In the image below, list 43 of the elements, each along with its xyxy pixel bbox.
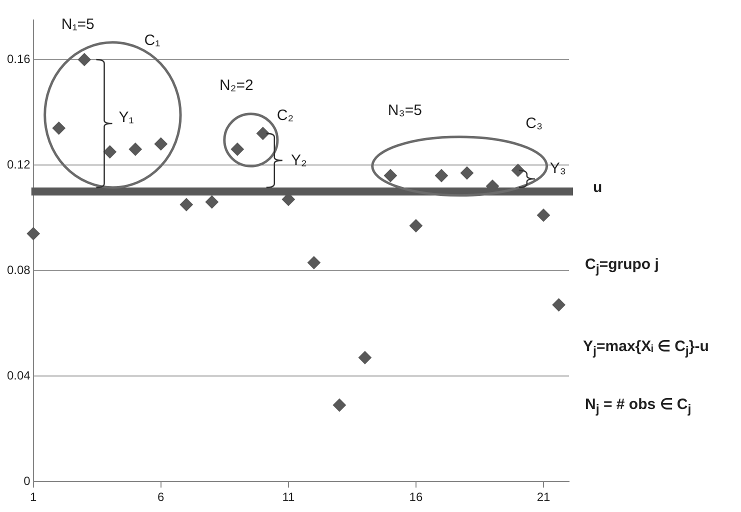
annotation: N₃=5 xyxy=(388,102,422,119)
y-tick-label: 0.08 xyxy=(6,262,31,277)
annotation: C₁ xyxy=(144,32,160,50)
x-tick-label: 1 xyxy=(30,490,38,504)
point xyxy=(78,53,91,66)
annotation: Y₁ xyxy=(118,108,134,126)
point xyxy=(205,196,218,209)
annotation: Y₃ xyxy=(550,160,566,178)
text: C$_{j}$=grupo j xyxy=(585,256,659,276)
point xyxy=(26,227,40,240)
y-tick-label: 0 xyxy=(24,474,31,488)
point xyxy=(230,142,244,156)
y-tick-label: 0.12 xyxy=(6,157,31,172)
x-tick-label: 16 xyxy=(409,490,423,504)
point xyxy=(154,137,168,150)
point xyxy=(256,126,270,140)
point xyxy=(384,169,397,182)
text: N$_{j}$ = # obs ∈ C$_{j}$ xyxy=(585,396,692,416)
point xyxy=(511,164,524,177)
annotation: N₁=5 xyxy=(61,16,94,34)
y-tick-label: 0.04 xyxy=(6,368,31,382)
y-tick-label: 0.16 xyxy=(6,52,31,66)
x-tick-label: 21 xyxy=(536,490,550,504)
point xyxy=(536,208,550,222)
annotation: Y₂ xyxy=(290,152,307,170)
point xyxy=(460,166,474,180)
annotation: C₃ xyxy=(526,115,543,132)
x-tick-label: 11 xyxy=(282,490,295,504)
point xyxy=(358,351,372,364)
ref-line-label: u xyxy=(593,179,602,196)
point xyxy=(103,145,116,158)
point xyxy=(434,169,448,182)
point xyxy=(52,122,66,135)
point xyxy=(180,198,193,212)
point xyxy=(409,219,422,232)
point xyxy=(552,298,566,312)
text: Y$_{j}$=max{Xᵢ ∈ C$_{j}$}-u xyxy=(583,338,709,358)
point xyxy=(332,398,346,412)
annotation: C₂ xyxy=(276,107,294,124)
annotation: N₂=2 xyxy=(220,76,254,94)
x-tick-label: 6 xyxy=(158,490,165,504)
point xyxy=(307,256,320,270)
point xyxy=(128,142,142,156)
